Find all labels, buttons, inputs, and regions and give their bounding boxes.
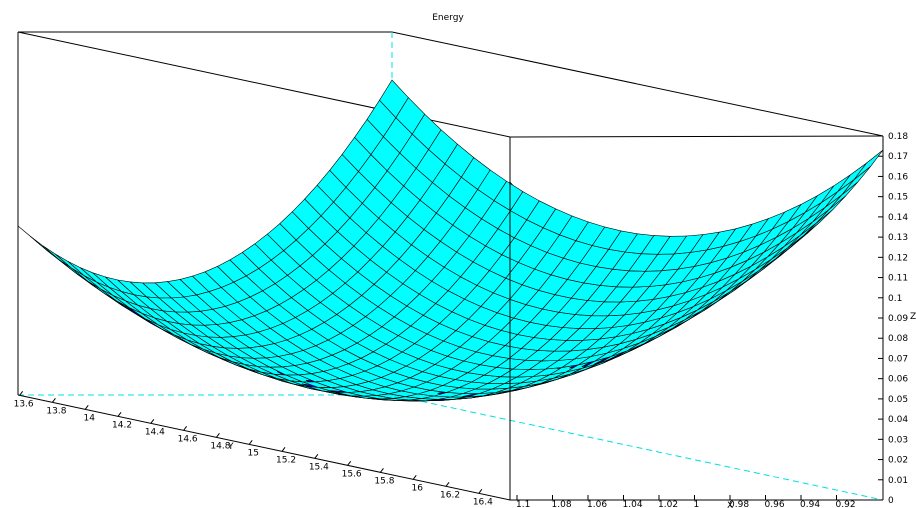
z-tick-label: 0.18 — [888, 132, 908, 142]
y-tick — [84, 405, 89, 410]
y-tick — [216, 433, 220, 438]
x-tick-label: 0.98 — [729, 500, 749, 508]
y-tick — [183, 426, 188, 431]
y-tick — [117, 412, 122, 417]
x-tick-label: 0.92 — [836, 500, 856, 508]
y-tick — [478, 489, 483, 494]
y-tick-label: 16 — [412, 483, 424, 493]
y-tick-label: 15.4 — [309, 462, 329, 472]
x-tick-label: 1 — [694, 500, 700, 508]
y-tick-label: 13.6 — [14, 399, 34, 409]
y-tick-label: 16.4 — [473, 497, 493, 507]
z-tick-label: 0 — [888, 496, 894, 506]
surface-facet — [67, 261, 97, 283]
z-tick-label: 0.05 — [888, 395, 908, 405]
z-tick-label: 0.12 — [888, 253, 908, 263]
z-tick-label: 0.01 — [888, 476, 908, 486]
y-tick — [314, 454, 319, 459]
y-tick — [150, 419, 155, 424]
y-tick — [412, 475, 417, 480]
surface-mesh — [17, 79, 884, 402]
z-tick-label: 0.16 — [888, 172, 908, 182]
z-tick-label: 0.06 — [888, 375, 908, 385]
x-tick-label: 0.94 — [800, 500, 820, 508]
z-tick-label: 0.09 — [888, 314, 908, 324]
y-tick-label: 16.2 — [440, 490, 460, 500]
x-tick-label: 0.96 — [765, 500, 785, 508]
x-tick-label: 1.04 — [623, 500, 643, 508]
y-tick-label: 15.2 — [276, 455, 296, 465]
y-tick — [281, 447, 286, 452]
y-tick — [52, 398, 56, 403]
x-axis-label: X — [727, 501, 733, 508]
y-tick-label: 15.6 — [342, 469, 362, 479]
y-tick-label: 15.8 — [374, 476, 394, 486]
y-tick-label: 14.2 — [112, 420, 132, 430]
z-tick-label: 0.03 — [888, 435, 908, 445]
surface-facet — [853, 149, 884, 180]
z-tick-label: 0.08 — [888, 334, 908, 344]
z-tick-label: 0.07 — [888, 354, 908, 364]
x-tick-label: 1.1 — [516, 500, 530, 508]
y-tick — [248, 440, 253, 445]
y-tick-label: 14.6 — [178, 434, 198, 444]
y-tick-label: 14 — [84, 413, 96, 423]
z-tick-label: 0.1 — [888, 294, 902, 304]
y-tick-label: 15 — [248, 448, 259, 458]
x-tick-label: 1.08 — [552, 500, 572, 508]
y-tick — [347, 461, 352, 466]
y-tick-label: 14.4 — [145, 427, 165, 437]
chart-title: Energy — [432, 13, 464, 23]
front-box — [17, 137, 883, 501]
y-tick — [19, 391, 24, 396]
x-tick-label: 1.02 — [658, 500, 678, 508]
y-axis-label: Y — [227, 442, 234, 452]
y-tick — [445, 482, 450, 487]
y-tick-label: 14.8 — [210, 441, 230, 451]
z-tick-label: 0.17 — [888, 152, 908, 162]
surface-facet — [55, 253, 85, 277]
z-tick-label: 0.04 — [888, 415, 908, 425]
z-tick-label: 0.14 — [888, 213, 908, 223]
z-tick-label: 0.11 — [888, 274, 908, 284]
z-tick-label: 0.13 — [888, 233, 908, 243]
x-tick-label: 1.06 — [587, 500, 607, 508]
z-tick-label: 0.15 — [888, 193, 908, 203]
y-tick — [380, 468, 384, 473]
z-tick-label: 0.02 — [888, 456, 908, 466]
y-tick-label: 13.8 — [46, 406, 66, 416]
axis-ticks: 0 0.01 0.02 0.03 0.04 0.05 0.06 0.07 0.08 0.09 0.1… — [14, 132, 909, 508]
z-axis-label: Z — [910, 312, 916, 322]
